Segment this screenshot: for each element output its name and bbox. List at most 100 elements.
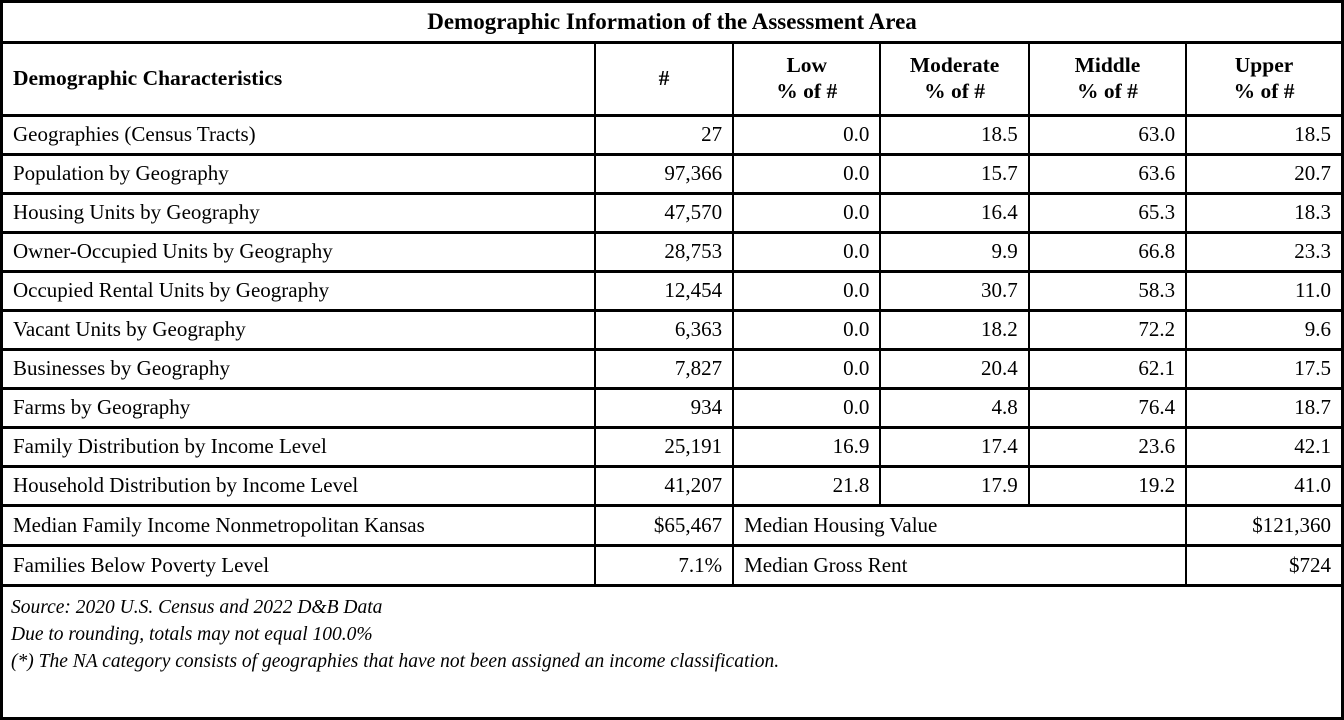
table-row: Vacant Units by Geography 6,363 0.0 18.2…: [0, 309, 1344, 351]
col-header-moderate: Moderate % of #: [879, 41, 1030, 117]
row-moderate: 9.9: [879, 231, 1030, 273]
table-row: Businesses by Geography 7,827 0.0 20.4 6…: [0, 348, 1344, 390]
summary-row-median-family-income: Median Family Income Nonmetropolitan Kan…: [0, 504, 1344, 547]
row-count: 28,753: [593, 231, 735, 273]
col-header-low-sublabel: % of #: [776, 79, 838, 103]
row-upper: 20.7: [1185, 153, 1344, 195]
row-low: 0.0: [732, 231, 882, 273]
row-count: 97,366: [593, 153, 735, 195]
col-header-low-label: Low: [786, 53, 828, 78]
col-header-moderate-label: Moderate: [909, 53, 1000, 78]
col-header-upper-label: Upper: [1234, 53, 1294, 78]
table-row: Farms by Geography 934 0.0 4.8 76.4 18.7: [0, 387, 1344, 429]
col-header-upper: Upper % of #: [1185, 41, 1344, 117]
row-label: Farms by Geography: [0, 387, 596, 429]
row-count: 12,454: [593, 270, 735, 312]
row-count: 27: [593, 114, 735, 156]
row-upper: 9.6: [1185, 309, 1344, 351]
row-upper: 42.1: [1185, 426, 1344, 468]
row-middle: 76.4: [1027, 387, 1188, 429]
row-label: Businesses by Geography: [0, 348, 596, 390]
summary-label: Families Below Poverty Level: [0, 544, 596, 587]
row-count: 7,827: [593, 348, 735, 390]
row-moderate: 20.4: [879, 348, 1030, 390]
title-row: Demographic Information of the Assessmen…: [0, 0, 1344, 44]
row-low: 0.0: [732, 387, 882, 429]
table-row: Family Distribution by Income Level 25,1…: [0, 426, 1344, 468]
header-row: Demographic Characteristics # Low % of #…: [0, 41, 1344, 117]
row-label: Owner-Occupied Units by Geography: [0, 231, 596, 273]
row-middle: 63.6: [1027, 153, 1188, 195]
row-middle: 23.6: [1027, 426, 1188, 468]
row-upper: 41.0: [1185, 465, 1344, 507]
table-row: Geographies (Census Tracts) 27 0.0 18.5 …: [0, 114, 1344, 156]
row-low: 0.0: [732, 153, 882, 195]
footnote-rounding: Due to rounding, totals may not equal 10…: [11, 624, 373, 645]
col-header-middle: Middle % of #: [1027, 41, 1188, 117]
summary-label: Median Family Income Nonmetropolitan Kan…: [0, 504, 596, 547]
row-middle: 72.2: [1027, 309, 1188, 351]
row-upper: 18.7: [1185, 387, 1344, 429]
row-count: 934: [593, 387, 735, 429]
row-moderate: 15.7: [879, 153, 1030, 195]
summary-value: 7.1%: [593, 544, 735, 587]
table-row: Household Distribution by Income Level 4…: [0, 465, 1344, 507]
col-header-count: #: [593, 41, 735, 117]
row-moderate: 17.4: [879, 426, 1030, 468]
col-header-middle-sublabel: % of #: [1076, 79, 1138, 103]
row-label: Population by Geography: [0, 153, 596, 195]
row-label: Geographies (Census Tracts): [0, 114, 596, 156]
row-label: Housing Units by Geography: [0, 192, 596, 234]
col-header-moderate-sublabel: % of #: [924, 79, 986, 103]
row-middle: 63.0: [1027, 114, 1188, 156]
row-low: 0.0: [732, 192, 882, 234]
col-header-middle-label: Middle: [1074, 53, 1141, 78]
summary-label-secondary: Median Gross Rent: [732, 544, 1188, 587]
footnotes-cell: Source: 2020 U.S. Census and 2022 D&B Da…: [0, 584, 1344, 720]
row-label: Family Distribution by Income Level: [0, 426, 596, 468]
row-middle: 65.3: [1027, 192, 1188, 234]
row-moderate: 17.9: [879, 465, 1030, 507]
row-count: 41,207: [593, 465, 735, 507]
col-header-demographic-characteristics: Demographic Characteristics: [0, 41, 596, 117]
row-low: 21.8: [732, 465, 882, 507]
summary-value-secondary: $121,360: [1185, 504, 1344, 547]
table-row: Owner-Occupied Units by Geography 28,753…: [0, 231, 1344, 273]
footnote-source: Source: 2020 U.S. Census and 2022 D&B Da…: [11, 597, 383, 618]
row-moderate: 4.8: [879, 387, 1030, 429]
row-label: Vacant Units by Geography: [0, 309, 596, 351]
row-label: Household Distribution by Income Level: [0, 465, 596, 507]
row-upper: 11.0: [1185, 270, 1344, 312]
footnotes-row: Source: 2020 U.S. Census and 2022 D&B Da…: [0, 584, 1344, 720]
summary-row-families-below-poverty: Families Below Poverty Level 7.1% Median…: [0, 544, 1344, 587]
row-low: 16.9: [732, 426, 882, 468]
table-row: Population by Geography 97,366 0.0 15.7 …: [0, 153, 1344, 195]
row-upper: 18.5: [1185, 114, 1344, 156]
row-middle: 19.2: [1027, 465, 1188, 507]
row-count: 47,570: [593, 192, 735, 234]
summary-value-secondary: $724: [1185, 544, 1344, 587]
row-middle: 58.3: [1027, 270, 1188, 312]
summary-value: $65,467: [593, 504, 735, 547]
row-upper: 23.3: [1185, 231, 1344, 273]
col-header-low: Low % of #: [732, 41, 882, 117]
row-upper: 18.3: [1185, 192, 1344, 234]
table-row: Housing Units by Geography 47,570 0.0 16…: [0, 192, 1344, 234]
row-low: 0.0: [732, 348, 882, 390]
row-moderate: 30.7: [879, 270, 1030, 312]
row-middle: 66.8: [1027, 231, 1188, 273]
row-moderate: 18.2: [879, 309, 1030, 351]
row-moderate: 16.4: [879, 192, 1030, 234]
row-count: 25,191: [593, 426, 735, 468]
row-moderate: 18.5: [879, 114, 1030, 156]
col-header-upper-sublabel: % of #: [1233, 79, 1295, 103]
row-upper: 17.5: [1185, 348, 1344, 390]
row-low: 0.0: [732, 114, 882, 156]
summary-label-secondary: Median Housing Value: [732, 504, 1188, 547]
table-row: Occupied Rental Units by Geography 12,45…: [0, 270, 1344, 312]
row-low: 0.0: [732, 309, 882, 351]
row-count: 6,363: [593, 309, 735, 351]
table-title: Demographic Information of the Assessmen…: [0, 0, 1344, 44]
